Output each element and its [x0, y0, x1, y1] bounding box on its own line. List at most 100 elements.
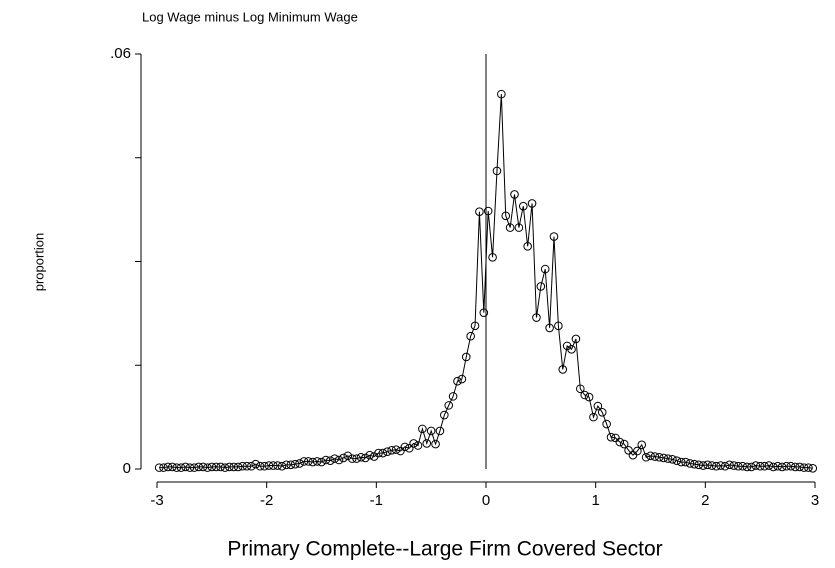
data-point: [347, 454, 357, 463]
data-point: [681, 457, 690, 467]
data-point: [602, 419, 611, 429]
x-tick-label: -3: [150, 492, 163, 509]
data-point: [694, 460, 704, 470]
data-point: [795, 462, 804, 472]
data-point: [229, 462, 239, 472]
data-point: [343, 451, 353, 461]
data-point: [733, 461, 743, 471]
data-point: [641, 452, 651, 462]
data-point: [624, 446, 633, 455]
data-point: [751, 461, 761, 470]
data-point: [198, 462, 208, 472]
data-point: [707, 461, 717, 470]
data-point: [290, 459, 300, 469]
data-point: [176, 463, 186, 472]
data-point: [260, 461, 269, 471]
data-point: [663, 454, 673, 463]
data-point: [703, 460, 712, 470]
x-tick-label: -1: [370, 492, 383, 509]
data-point: [475, 207, 484, 216]
data-point: [461, 352, 471, 362]
data-point: [378, 448, 388, 458]
data-point: [764, 461, 774, 470]
data-point: [400, 442, 410, 452]
data-point: [637, 440, 647, 450]
data-point: [282, 460, 291, 470]
data-point: [277, 461, 287, 471]
data-point: [189, 463, 199, 472]
data-point: [668, 455, 677, 464]
data-point: [168, 462, 177, 472]
data-point: [760, 461, 769, 471]
data-point: [211, 462, 221, 472]
data-point: [589, 412, 598, 422]
data-point: [334, 455, 344, 465]
data-point: [163, 462, 173, 472]
data-point: [312, 457, 322, 466]
data-point: [225, 462, 234, 472]
data-point: [523, 241, 532, 251]
data-point: [154, 463, 164, 472]
data-point: [352, 454, 361, 463]
data-point: [593, 401, 603, 411]
data-point: [356, 452, 366, 462]
data-point: [786, 461, 796, 471]
data-point: [453, 376, 462, 386]
data-point: [216, 462, 225, 472]
data-point: [448, 392, 458, 401]
data-point: [619, 439, 629, 449]
data-point: [527, 199, 537, 208]
data-point: [769, 462, 778, 472]
data-point: [799, 463, 809, 472]
data-point: [413, 441, 423, 450]
data-point: [444, 401, 454, 410]
data-point: [233, 462, 243, 472]
data-point: [264, 461, 274, 470]
data-point: [466, 331, 475, 341]
data-point: [532, 313, 541, 322]
data-point: [286, 460, 296, 470]
data-point: [426, 426, 436, 436]
data-point: [304, 457, 313, 466]
chart-title: Log Wage minus Log Minimum Wage: [142, 9, 358, 24]
data-point: [747, 462, 756, 472]
data-point: [330, 454, 339, 463]
data-point: [549, 232, 559, 241]
data-point: [576, 384, 585, 394]
data-point: [207, 462, 217, 472]
data-point: [268, 461, 278, 470]
data-point: [488, 253, 497, 262]
data-point: [479, 308, 489, 317]
data-point: [808, 464, 818, 473]
data-point: [742, 462, 752, 472]
data-point: [404, 443, 414, 453]
data-point: [690, 459, 699, 469]
y-tick-label: .06: [110, 45, 131, 62]
x-tick-label: 0: [482, 492, 490, 509]
data-point: [676, 457, 686, 467]
data-point: [361, 453, 370, 463]
data-point: [659, 453, 668, 463]
data-point: [409, 439, 418, 448]
data-point: [755, 461, 765, 471]
x-tick-label: 1: [591, 492, 599, 509]
data-point: [273, 461, 282, 470]
y-tick-label: 0: [123, 460, 131, 477]
x-tick-label: -2: [260, 492, 273, 509]
data-point: [339, 453, 348, 463]
data-point: [672, 456, 682, 466]
data-point: [299, 457, 309, 466]
data-point: [633, 446, 642, 456]
data-point: [391, 445, 401, 454]
data-point: [536, 282, 546, 291]
data-point: [540, 264, 550, 274]
data-point: [317, 457, 326, 467]
data-point: [374, 448, 383, 458]
data-point: [545, 323, 554, 333]
data-point: [698, 461, 708, 470]
data-point: [712, 461, 721, 471]
data-point: [470, 321, 480, 331]
data-point: [514, 223, 524, 232]
